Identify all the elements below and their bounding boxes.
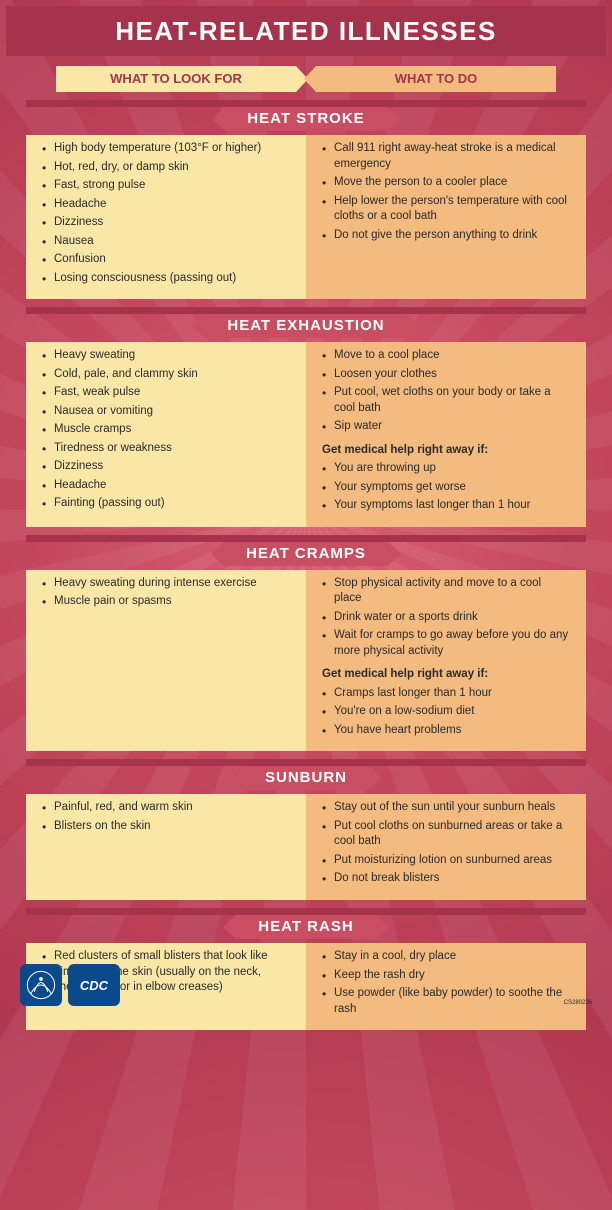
list-item: You have heart problems — [322, 723, 570, 739]
section-title: HEAT EXHAUSTION — [205, 314, 406, 338]
list-item: Blisters on the skin — [42, 819, 290, 835]
section-title: HEAT CRAMPS — [224, 542, 388, 566]
page-title: HEAT-RELATED ILLNESSES — [6, 16, 606, 47]
list-item: Do not break blisters — [322, 871, 570, 887]
look-for-column: Painful, red, and warm skin Blisters on t… — [26, 794, 306, 900]
list-item: Heavy sweating during intense exercise — [42, 576, 290, 592]
list-item: Muscle cramps — [42, 422, 290, 438]
title-band: HEAT-RELATED ILLNESSES — [6, 6, 606, 56]
sub-list: Cramps last longer than 1 hour You're on … — [322, 686, 570, 739]
what-to-do-column: Stay out of the sun until your sunburn h… — [306, 794, 586, 900]
list-item: Put cool, wet cloths on your body or tak… — [322, 385, 570, 416]
list-item: Cramps last longer than 1 hour — [322, 686, 570, 702]
list-item: Stop physical activity and move to a coo… — [322, 576, 570, 607]
list-item: Dizziness — [42, 459, 290, 475]
what-to-do-list: Call 911 right away-heat stroke is a med… — [322, 141, 570, 243]
list-item: Muscle pain or spasms — [42, 594, 290, 610]
look-for-column: Heavy sweating during intense exercise Mu… — [26, 570, 306, 752]
section-body: Heavy sweating Cold, pale, and clammy ski… — [26, 316, 586, 527]
look-for-list: Heavy sweating Cold, pale, and clammy ski… — [42, 348, 290, 512]
section-body: High body temperature (103°F or higher) H… — [26, 109, 586, 299]
list-item: Do not give the person anything to drink — [322, 228, 570, 244]
tab-look-for: WHAT TO LOOK FOR — [56, 66, 296, 92]
list-item: Stay out of the sun until your sunburn h… — [322, 800, 570, 816]
list-item: Dizziness — [42, 215, 290, 231]
section-card: SUNBURN Painful, red, and warm skin Bliste… — [26, 759, 586, 900]
look-for-column: Heavy sweating Cold, pale, and clammy ski… — [26, 342, 306, 527]
section-card: HEAT STROKE High body temperature (103°F … — [26, 100, 586, 299]
list-item: Move to a cool place — [322, 348, 570, 364]
tab-what-to-do: WHAT TO DO — [316, 66, 556, 92]
list-item: Wait for cramps to go away before you do… — [322, 628, 570, 659]
what-to-do-column: Stop physical activity and move to a coo… — [306, 570, 586, 752]
list-item: High body temperature (103°F or higher) — [42, 141, 290, 157]
section-title: HEAT STROKE — [225, 107, 386, 131]
sub-list: You are throwing up Your symptoms get wor… — [322, 461, 570, 514]
what-to-do-list: Stop physical activity and move to a coo… — [322, 576, 570, 660]
logo-group: CDC — [20, 964, 120, 1006]
list-item: You're on a low-sodium diet — [322, 704, 570, 720]
list-item: Put moisturizing lotion on sunburned are… — [322, 853, 570, 869]
section-title: HEAT RASH — [236, 915, 375, 939]
list-item: Confusion — [42, 252, 290, 268]
list-item: Fast, weak pulse — [42, 385, 290, 401]
subhead: Get medical help right away if: — [322, 443, 570, 459]
what-to-do-list: Stay out of the sun until your sunburn h… — [322, 800, 570, 887]
look-for-list: Painful, red, and warm skin Blisters on t… — [42, 800, 290, 834]
look-for-list: Heavy sweating during intense exercise Mu… — [42, 576, 290, 610]
list-item: Call 911 right away-heat stroke is a med… — [322, 141, 570, 172]
list-item: Fast, strong pulse — [42, 178, 290, 194]
what-to-do-column: Call 911 right away-heat stroke is a med… — [306, 135, 586, 299]
list-item: You are throwing up — [322, 461, 570, 477]
what-to-do-column: Move to a cool place Loosen your clothes P… — [306, 342, 586, 527]
section-body: Heavy sweating during intense exercise Mu… — [26, 544, 586, 752]
hhs-logo-icon — [20, 964, 62, 1006]
list-item: Painful, red, and warm skin — [42, 800, 290, 816]
look-for-column: High body temperature (103°F or higher) H… — [26, 135, 306, 299]
list-item: Cold, pale, and clammy skin — [42, 367, 290, 383]
publication-number: CS280226 — [564, 1000, 592, 1006]
cdc-logo-icon: CDC — [68, 964, 120, 1006]
list-item: Your symptoms get worse — [322, 480, 570, 496]
list-item: Stay in a cool, dry place — [322, 949, 570, 965]
tabs-row: WHAT TO LOOK FOR WHAT TO DO — [26, 66, 586, 92]
list-item: Sip water — [322, 419, 570, 435]
list-item: Hot, red, dry, or damp skin — [42, 160, 290, 176]
section-header-bar — [26, 535, 586, 542]
list-item: Loosen your clothes — [322, 367, 570, 383]
list-item: Fainting (passing out) — [42, 496, 290, 512]
list-item: Drink water or a sports drink — [322, 610, 570, 626]
list-item: Heavy sweating — [42, 348, 290, 364]
list-item: Tiredness or weakness — [42, 441, 290, 457]
list-item: Headache — [42, 478, 290, 494]
list-item: Nausea or vomiting — [42, 404, 290, 420]
section-header-bar — [26, 307, 586, 314]
list-item: Nausea — [42, 234, 290, 250]
section-header-bar — [26, 908, 586, 915]
list-item: Put cool cloths on sunburned areas or ta… — [322, 819, 570, 850]
subhead: Get medical help right away if: — [322, 667, 570, 683]
list-item: Move the person to a cooler place — [322, 175, 570, 191]
cdc-logo-label: CDC — [80, 978, 108, 993]
section-header-bar — [26, 759, 586, 766]
list-item: Help lower the person's temperature with… — [322, 194, 570, 225]
section-card: HEAT EXHAUSTION Heavy sweating Cold, pale,… — [26, 307, 586, 527]
section-card: HEAT CRAMPS Heavy sweating during intense… — [26, 535, 586, 752]
footer: CDC CS280226 — [20, 964, 592, 1006]
list-item: Headache — [42, 197, 290, 213]
list-item: Your symptoms last longer than 1 hour — [322, 498, 570, 514]
section-title: SUNBURN — [243, 766, 369, 790]
section-header-bar — [26, 100, 586, 107]
what-to-do-list: Move to a cool place Loosen your clothes P… — [322, 348, 570, 435]
look-for-list: High body temperature (103°F or higher) H… — [42, 141, 290, 286]
list-item: Losing consciousness (passing out) — [42, 271, 290, 287]
